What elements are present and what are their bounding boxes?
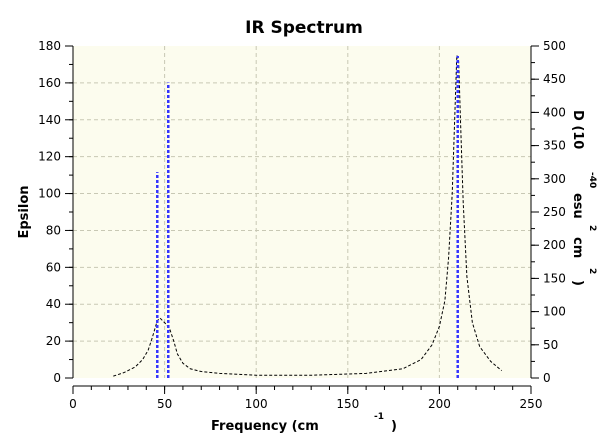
y2-tick-label: 500 xyxy=(543,39,566,53)
y-tick-label: 60 xyxy=(46,260,61,274)
y-tick-label: 180 xyxy=(38,39,61,53)
y2-axis-label-part: cm xyxy=(570,237,585,258)
y2-tick-label: 350 xyxy=(543,139,566,153)
tick-layer: 0 50 100 150 200 2500204060801001201401601800… xyxy=(38,39,566,411)
x-axis-label: Frequency (cm xyxy=(211,419,319,434)
y-tick-label: 80 xyxy=(46,223,61,237)
x-tick-label: 250 xyxy=(520,397,543,411)
x-axis-label-superscript: -1 xyxy=(374,412,384,422)
y2-tick-label: 200 xyxy=(543,238,566,252)
y2-tick-label: 450 xyxy=(543,72,566,86)
y-tick-label: 40 xyxy=(46,297,61,311)
plot-area xyxy=(73,46,531,378)
y2-tick-label: 0 xyxy=(543,371,551,385)
y-axis-label: Epsilon xyxy=(17,185,32,238)
y-tick-label: 0 xyxy=(53,371,61,385)
y2-axis-label-superscript: -40 xyxy=(587,172,597,188)
y2-axis-label-part: D (10 xyxy=(570,110,585,149)
y-tick-label: 100 xyxy=(38,187,61,201)
y2-axis-label-superscript: 2 xyxy=(587,268,597,274)
y-tick-label: 20 xyxy=(46,334,61,348)
x-tick-label: 100 xyxy=(245,397,268,411)
spectrum-line xyxy=(113,55,503,377)
stick-layer xyxy=(156,55,459,378)
y2-axis-label-part: esu xyxy=(570,193,585,219)
y2-tick-label: 100 xyxy=(543,305,566,319)
y2-tick-label: 50 xyxy=(543,338,558,352)
spectrum-layer xyxy=(113,55,503,377)
y2-tick-label: 400 xyxy=(543,105,566,119)
chart-title: IR Spectrum xyxy=(245,18,363,38)
y2-axis-label-part: ) xyxy=(570,280,585,286)
y-tick-label: 120 xyxy=(38,150,61,164)
y-tick-label: 160 xyxy=(38,76,61,90)
y2-axis-label: D (10 -40 esu 2 cm 2 ) xyxy=(570,110,597,286)
y-tick-label: 140 xyxy=(38,113,61,127)
y2-tick-label: 300 xyxy=(543,172,566,186)
x-axis-label-close: ) xyxy=(391,419,397,434)
x-tick-label: 0 xyxy=(69,397,77,411)
x-tick-label: 200 xyxy=(428,397,451,411)
y2-tick-label: 250 xyxy=(543,205,566,219)
y2-tick-label: 150 xyxy=(543,271,566,285)
y2-axis-label-superscript: 2 xyxy=(587,225,597,231)
x-tick-label: 150 xyxy=(336,397,359,411)
x-tick-label: 50 xyxy=(157,397,172,411)
